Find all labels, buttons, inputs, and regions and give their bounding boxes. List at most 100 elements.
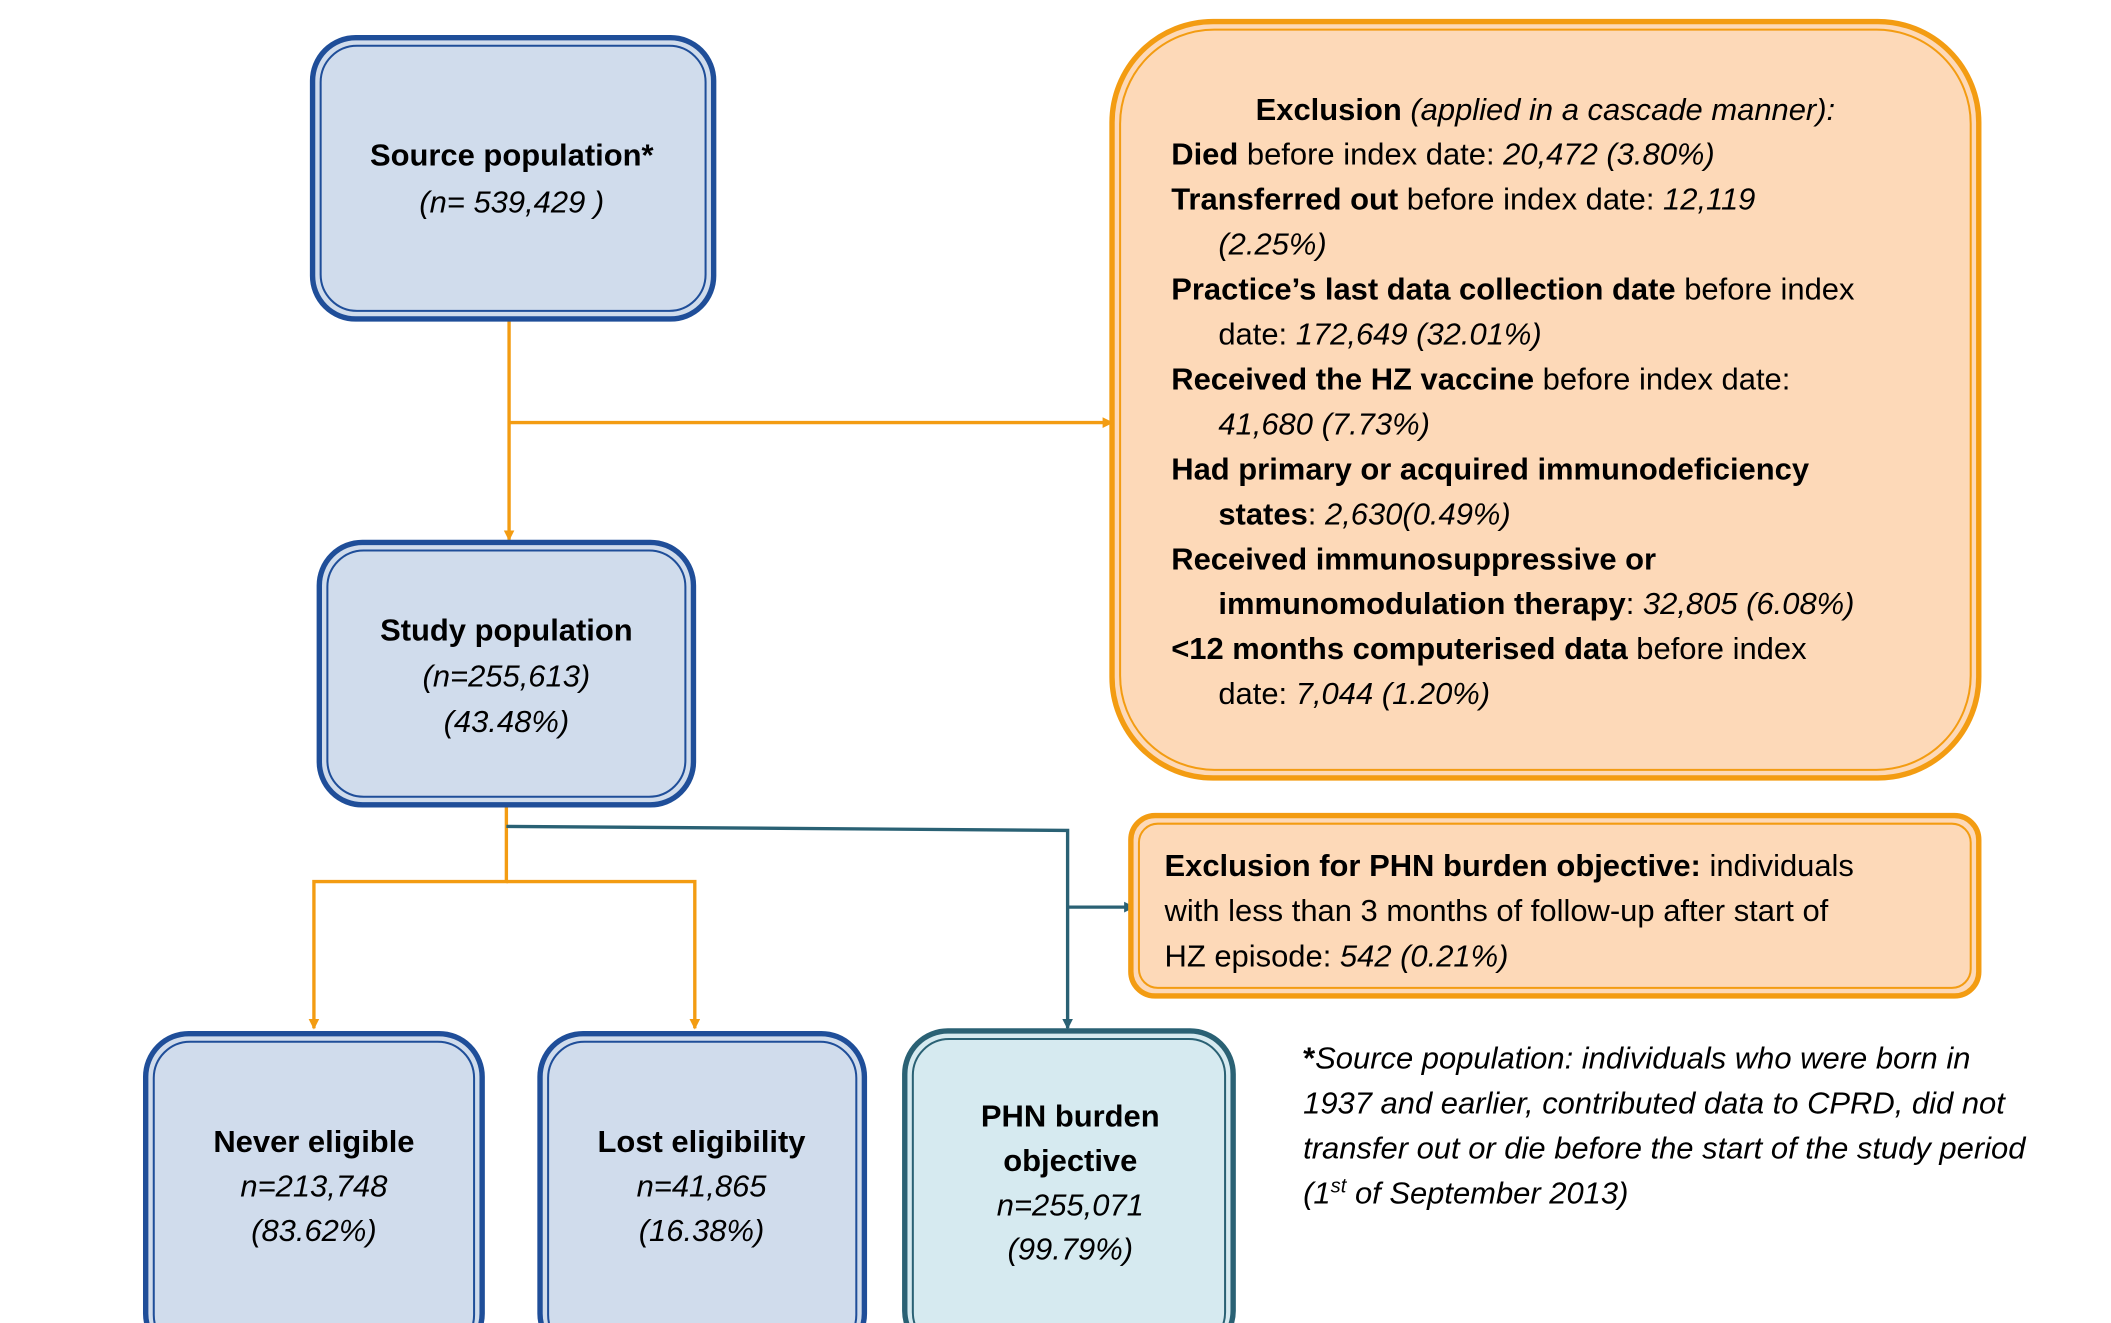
text-run: (83.62%) [251,1213,377,1248]
lost-line: (16.38%) [639,1213,765,1248]
box-inner [1119,28,1972,771]
phn-exclusion-line: Exclusion for PHN burden objective: indi… [1165,848,1854,883]
text-run: Transferred out [1171,182,1398,217]
text-run: <12 months computerised data [1171,631,1628,666]
text-run: before index date: [1238,137,1503,172]
text-run: Source population: individuals who were … [1315,1041,1970,1076]
phn-box [902,1028,1236,1323]
text-run: Died [1171,137,1238,172]
text-run: * [1303,1041,1316,1076]
exclusion-line: Had primary or acquired immunodeficiency [1171,451,1810,486]
text-run: date: [1218,317,1295,352]
text-run: before index date: [1398,182,1663,217]
exclusion-line: <12 months computerised data before inde… [1171,631,1807,666]
phn-exclusion-line: with less than 3 months of follow-up aft… [1164,893,1829,928]
text-run: 172,649 (32.01%) [1296,317,1542,352]
study-line: (43.48%) [444,704,570,739]
text-run: Study population [380,613,633,648]
text-run: Practice’s last data collection date [1171,272,1675,307]
text-run: Exclusion for PHN burden objective: [1165,848,1701,883]
text-run: : [1308,496,1325,531]
phn-line: objective [1003,1143,1137,1178]
text-run: 32,805 (6.08%) [1643,586,1855,621]
text-run: st [1331,1175,1348,1197]
text-run: (n= 539,429 ) [419,185,604,220]
text-run: PHN burden [981,1099,1160,1134]
exclusion-line: Received immunosuppressive or [1171,541,1656,576]
text-run: 20,472 (3.80%) [1502,137,1715,172]
text-run: (2.25%) [1218,227,1326,262]
arrow [308,804,509,1030]
text-run: 41,680 (7.73%) [1218,406,1430,441]
footnote-line: *Source population: individuals who were… [1303,1041,1970,1076]
box-inner [326,549,687,798]
exclusion-line: date: 7,044 (1.20%) [1218,676,1490,711]
exclusion-line: immunomodulation therapy: 32,805 (6.08%) [1218,586,1854,621]
text-run: n=41,865 [637,1168,768,1203]
text-run: Lost eligibility [598,1124,807,1159]
text-run: 12,119 [1663,182,1755,217]
phn-line: n=255,071 [997,1187,1144,1222]
lost-line: Lost eligibility [598,1124,807,1159]
text-run: (99.79%) [1008,1232,1134,1267]
text-run: before index [1676,272,1855,307]
source-box [309,34,717,322]
exclusion-line: Received the HZ vaccine before index dat… [1171,361,1790,396]
phn-line: (99.79%) [1008,1232,1134,1267]
box-inner [1137,822,1972,989]
exclusion-line: date: 172,649 (32.01%) [1218,317,1541,352]
box-inner [911,1038,1227,1323]
text-run: objective [1003,1143,1137,1178]
lost-box [537,1030,868,1323]
text-run: date: [1218,676,1295,711]
text-run: of September 2013) [1346,1175,1628,1210]
never-line: Never eligible [213,1124,414,1159]
text-run: Received immunosuppressive or [1171,541,1656,576]
text-run: (n=255,613) [423,658,591,693]
footnote-line: 1937 and earlier, contributed data to CP… [1303,1086,2006,1121]
never-line: (83.62%) [251,1213,377,1248]
phn-line: PHN burden [981,1099,1160,1134]
box-inner [547,1040,858,1323]
exclusion-line: Practice’s last data collection date bef… [1171,272,1855,307]
text-run: Exclusion [1256,92,1402,127]
source-line: Source population* [370,138,655,173]
text-run: (43.48%) [444,704,570,739]
text-run: 2,630(0.49%) [1324,496,1511,531]
exclusion-line: 41,680 (7.73%) [1218,406,1430,441]
exclusion-line: (2.25%) [1218,227,1326,262]
exclusion-line: Exclusion (applied in a cascade manner): [1256,92,1836,127]
phn-exclusion-box [1128,812,1982,999]
text-run: n=213,748 [240,1168,388,1203]
text-run: with less than 3 months of follow-up aft… [1164,893,1829,928]
text-run: individuals [1701,848,1854,883]
boxes [143,18,1982,1323]
lost-line: n=41,865 [637,1168,768,1203]
study-line: Study population [380,613,633,648]
exclusion-line: states: 2,630(0.49%) [1218,496,1510,531]
footnote-line: transfer out or die before the start of … [1303,1131,2027,1166]
box-inner [152,1040,476,1323]
box-inner [319,44,707,312]
never-box [143,1030,485,1323]
text-run: n=255,071 [997,1187,1144,1222]
text-run: immunomodulation therapy [1218,586,1626,621]
never-line: n=213,748 [240,1168,388,1203]
text-run: Had primary or acquired immunodeficiency [1171,451,1810,486]
exclusion-line: Died before index date: 20,472 (3.80%) [1171,137,1714,172]
footnote-line: (1st of September 2013) [1303,1175,1628,1210]
phn-exclusion-line: HZ episode: 542 (0.21%) [1165,938,1509,973]
text-run: transfer out or die before the start of … [1303,1131,2027,1166]
text-run: (1 [1303,1175,1331,1210]
arrow [506,824,1073,1030]
exclusion-line: Transferred out before index date: 12,11… [1171,182,1755,217]
text-run: (16.38%) [639,1213,765,1248]
source-line: (n= 539,429 ) [419,185,604,220]
connectors [308,309,1135,1030]
exclusion-box [1109,18,1982,781]
text-run: Source population* [370,138,655,173]
arrow [506,879,701,1030]
text-run: before index date: [1534,361,1790,396]
text-run: Never eligible [213,1124,414,1159]
